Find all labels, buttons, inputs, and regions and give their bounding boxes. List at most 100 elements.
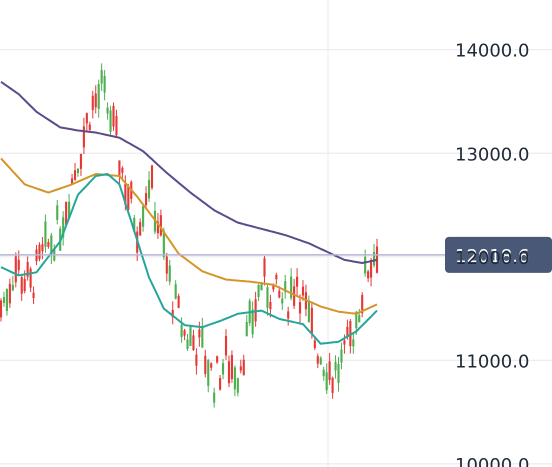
candle-body-90 bbox=[266, 287, 269, 308]
candle-body-11 bbox=[32, 292, 35, 298]
candle-body-51 bbox=[150, 165, 154, 188]
candle-body-43 bbox=[127, 187, 130, 211]
ma-long-line bbox=[0, 80, 378, 264]
candle-body-29 bbox=[85, 113, 88, 124]
candle-body-4 bbox=[11, 284, 14, 291]
candle-body-2 bbox=[5, 289, 8, 312]
candle-body-96 bbox=[284, 281, 287, 293]
candle-body-74 bbox=[219, 378, 222, 390]
candle-body-75 bbox=[221, 363, 225, 375]
candle-body-55 bbox=[162, 230, 165, 257]
candle-body-22 bbox=[65, 201, 68, 225]
candle-body-77 bbox=[227, 361, 231, 384]
candle-body-120 bbox=[355, 311, 358, 329]
candle-body-83 bbox=[245, 322, 248, 336]
candle-body-58 bbox=[171, 309, 174, 318]
candle-body-47 bbox=[139, 222, 142, 236]
candle-body-50 bbox=[147, 179, 151, 199]
candle-body-122 bbox=[361, 294, 364, 314]
candle-body-126 bbox=[372, 252, 376, 266]
candle-body-23 bbox=[68, 201, 71, 219]
candle-body-88 bbox=[260, 284, 263, 291]
candle-body-28 bbox=[82, 126, 85, 148]
candle-body-121 bbox=[358, 315, 361, 323]
candle-body-19 bbox=[56, 205, 59, 220]
candle-body-38 bbox=[112, 105, 115, 127]
candle-body-21 bbox=[62, 217, 65, 238]
candle-body-40 bbox=[118, 160, 121, 177]
y-axis: 10000.0 11000.0 12000.0 13000.0 14000.0 bbox=[455, 41, 529, 467]
candle-body-72 bbox=[213, 392, 216, 403]
candle-body-57 bbox=[168, 265, 171, 282]
candle-body-32 bbox=[94, 93, 97, 108]
candle-body-108 bbox=[319, 357, 322, 365]
candle-body-31 bbox=[91, 95, 94, 110]
candle-body-65 bbox=[192, 335, 195, 350]
candle-body-67 bbox=[198, 329, 201, 338]
candle-body-37 bbox=[109, 110, 112, 132]
candle-body-94 bbox=[278, 290, 281, 298]
candle-body-17 bbox=[50, 235, 53, 256]
candle-body-68 bbox=[201, 326, 204, 348]
candle-body-111 bbox=[328, 361, 331, 380]
candle-body-6 bbox=[17, 259, 20, 271]
candle-body-112 bbox=[331, 377, 334, 393]
candle-body-80 bbox=[236, 378, 239, 393]
candle-body-73 bbox=[216, 356, 219, 363]
candle-body-100 bbox=[295, 276, 299, 287]
candle-body-78 bbox=[230, 355, 233, 379]
candle-body-87 bbox=[257, 284, 260, 297]
candlestick-series bbox=[0, 63, 379, 408]
candle-body-62 bbox=[183, 330, 186, 336]
y-tick-label-2: 12000.0 bbox=[455, 248, 529, 269]
candle-body-24 bbox=[70, 178, 74, 184]
candle-body-36 bbox=[106, 107, 109, 114]
candle-body-97 bbox=[287, 311, 290, 319]
candle-body-95 bbox=[281, 298, 284, 304]
candle-body-98 bbox=[290, 276, 293, 299]
candle-body-125 bbox=[370, 259, 373, 278]
candle-body-33 bbox=[97, 83, 100, 109]
candle-body-104 bbox=[307, 301, 310, 323]
candle-body-127 bbox=[375, 246, 379, 273]
y-tick-label-4: 14000.0 bbox=[455, 41, 529, 62]
candle-body-41 bbox=[121, 167, 124, 173]
candle-body-42 bbox=[124, 183, 127, 205]
candle-body-27 bbox=[79, 153, 83, 169]
candle-body-85 bbox=[251, 309, 254, 335]
candle-body-5 bbox=[14, 256, 17, 283]
candle-body-71 bbox=[210, 363, 213, 368]
candle-body-86 bbox=[254, 299, 257, 322]
candle-body-3 bbox=[8, 283, 11, 304]
current-price-label: 12018.6 bbox=[455, 246, 529, 267]
candle-body-30 bbox=[88, 124, 91, 131]
candle-body-106 bbox=[313, 340, 316, 348]
candle-body-119 bbox=[352, 339, 355, 347]
candle-body-64 bbox=[189, 326, 192, 347]
candle-body-59 bbox=[174, 284, 177, 299]
candle-body-91 bbox=[269, 301, 272, 310]
ma-short-line bbox=[0, 173, 378, 345]
candle-body-92 bbox=[272, 285, 275, 290]
candle-body-117 bbox=[346, 326, 349, 338]
candle-body-105 bbox=[310, 307, 313, 335]
candle-body-82 bbox=[242, 359, 245, 376]
candle-body-0 bbox=[0, 300, 3, 318]
candle-body-7 bbox=[20, 277, 23, 294]
candle-body-63 bbox=[186, 339, 189, 350]
candle-body-115 bbox=[340, 349, 343, 363]
candle-body-53 bbox=[156, 221, 159, 234]
y-tick-label-0: 10000.0 bbox=[455, 455, 529, 467]
candle-body-70 bbox=[207, 360, 210, 386]
candle-body-34 bbox=[100, 69, 103, 84]
candle-body-101 bbox=[298, 302, 302, 314]
candle-body-107 bbox=[316, 356, 319, 364]
candle-body-8 bbox=[23, 279, 26, 292]
candle-body-89 bbox=[263, 258, 266, 277]
candle-body-26 bbox=[76, 168, 80, 174]
candle-body-16 bbox=[47, 242, 50, 247]
candle-body-13 bbox=[38, 244, 41, 260]
current-price-tag bbox=[445, 236, 552, 273]
candle-body-1 bbox=[2, 297, 6, 304]
